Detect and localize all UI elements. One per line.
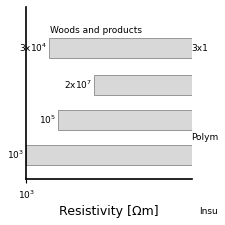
Text: 10$^3$: 10$^3$ — [7, 149, 24, 161]
Text: Woods and products: Woods and products — [50, 26, 142, 35]
Bar — [50, 38, 192, 58]
Bar — [58, 110, 192, 130]
Text: Insu: Insu — [200, 207, 218, 216]
Text: Polym: Polym — [191, 133, 218, 142]
Bar — [94, 75, 192, 95]
Text: 2x10$^7$: 2x10$^7$ — [64, 79, 92, 91]
Text: 3x10$^4$: 3x10$^4$ — [19, 42, 47, 54]
Text: 3x1: 3x1 — [191, 43, 208, 52]
Bar — [26, 144, 192, 165]
Text: 10$^5$: 10$^5$ — [39, 114, 56, 126]
X-axis label: Resistivity [Ωm]: Resistivity [Ωm] — [59, 205, 159, 218]
